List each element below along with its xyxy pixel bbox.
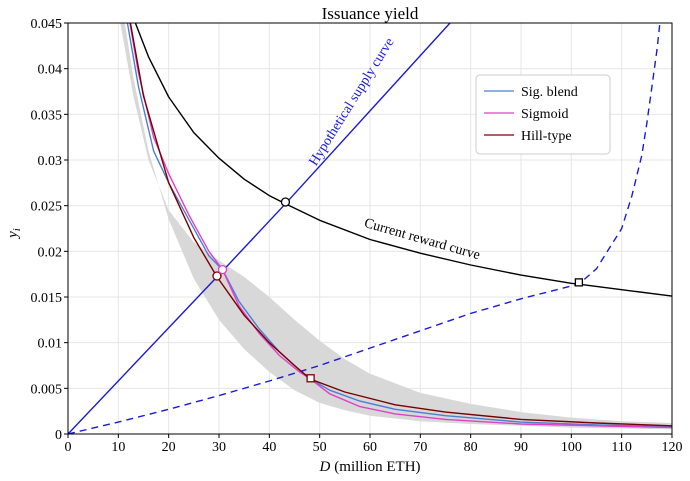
y-tick-label-3: 0.015 (31, 291, 63, 306)
x-tick-label-1: 10 (111, 440, 125, 455)
legend-label-sigmoid: Sigmoid (521, 107, 568, 122)
y-tick-label-5: 0.025 (31, 200, 63, 215)
x-tick-label-9: 90 (514, 440, 528, 455)
y-tick-label-8: 0.04 (38, 63, 63, 78)
y-tick-label-7: 0.035 (31, 108, 63, 123)
y-tick-label-6: 0.03 (38, 154, 63, 169)
x-tick-label-5: 50 (313, 440, 327, 455)
x-tick-label-4: 40 (262, 440, 276, 455)
y-axis-label: yi (5, 228, 23, 240)
series-line-hypothetical-supply-curve (68, 23, 451, 434)
x-tick-label-8: 80 (464, 440, 478, 455)
x-axis-label-variable: D (318, 459, 330, 475)
x-tick-label-11: 110 (611, 440, 631, 455)
intersection-marker-1 (574, 278, 584, 287)
y-tick-label-4: 0.02 (38, 245, 63, 260)
intersection-marker-3 (217, 264, 228, 275)
series-line-hill-type (129, 23, 672, 427)
x-axis-label-unit: (million ETH) (334, 459, 420, 475)
y-tick-label-2: 0.01 (38, 337, 63, 352)
legend: Sig. blend Sigmoid Hill-type (475, 74, 611, 155)
x-tick-label-12: 120 (662, 440, 683, 455)
x-tick-label-6: 60 (363, 440, 377, 455)
x-tick-label-10: 100 (561, 440, 582, 455)
y-axis-label-base: y (5, 231, 21, 240)
intersection-marker-2 (212, 271, 222, 281)
x-axis-label: D (million ETH) (318, 459, 420, 475)
intersection-marker-0 (280, 197, 291, 207)
y-tick-label-1: 0.005 (31, 382, 63, 397)
y-tick-label-0: 0 (55, 428, 62, 443)
series-line-current-reward-curve (134, 23, 672, 297)
x-tick-label-0: 0 (65, 440, 72, 455)
y-tick-label-9: 0.045 (31, 17, 63, 32)
legend-label-hill-type: Hill-type (521, 129, 572, 144)
series-line-sigmoid (129, 23, 672, 429)
legend-box (475, 74, 611, 155)
y-axis-label-subscript: i (11, 228, 23, 231)
legend-label-sig-blend: Sig. blend (521, 85, 578, 100)
x-tick-label-3: 30 (212, 440, 226, 455)
series-line-dashed-curve-2 (68, 23, 661, 434)
chart-title: Issuance yield (322, 4, 419, 23)
x-tick-label-7: 70 (413, 440, 427, 455)
intersection-marker-4 (306, 374, 315, 383)
x-tick-label-2: 20 (162, 440, 176, 455)
